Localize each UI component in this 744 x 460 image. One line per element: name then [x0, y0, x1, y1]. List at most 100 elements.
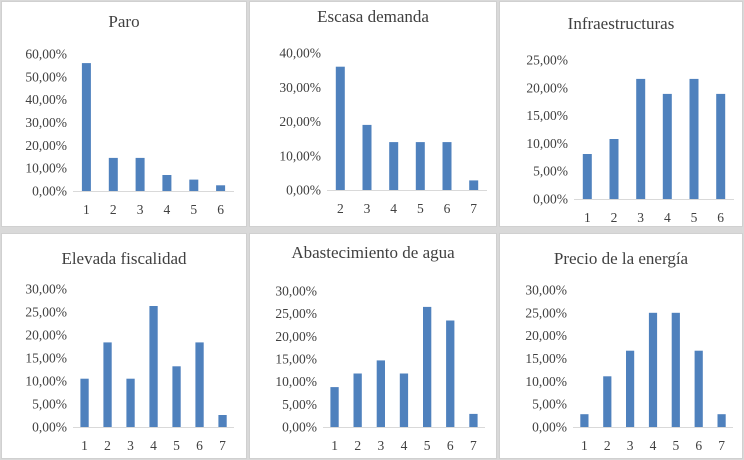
x-tick-label: 7	[470, 438, 477, 453]
y-tick-label: 5,00%	[532, 397, 567, 412]
chart-panel-escasa-demanda: Escasa demanda 0,00% 10,00% 20,00% 30,00% 40…	[249, 1, 497, 227]
bar	[216, 185, 226, 191]
chart-panel-abastecimiento-de-agua: Abastecimiento de agua 0,00% 5,00% 10,00% 1…	[249, 233, 497, 459]
x-tick-label: 3	[364, 201, 371, 216]
y-tick-label: 15,00%	[275, 352, 317, 367]
y-tick-label: 5,00%	[533, 164, 568, 179]
x-tick-label: 3	[627, 438, 634, 453]
bar	[135, 157, 145, 191]
bar	[415, 142, 425, 190]
bar	[389, 142, 399, 190]
x-tick-label: 4	[150, 438, 157, 453]
y-tick-label: 0,00%	[532, 420, 567, 435]
bar	[126, 378, 135, 427]
x-tick-label: 2	[110, 202, 117, 217]
x-tick-label: 6	[717, 210, 724, 225]
x-tick-label: 6	[447, 438, 454, 453]
x-tick-label: 1	[331, 438, 338, 453]
y-tick-label: 20,00%	[279, 114, 321, 129]
bar	[717, 414, 726, 427]
bar	[80, 378, 89, 427]
bar	[469, 180, 479, 190]
bar	[149, 306, 158, 427]
y-tick-label: 10,00%	[25, 374, 67, 389]
bar	[195, 342, 204, 427]
bar	[580, 414, 589, 427]
y-tick-label: 30,00%	[25, 115, 67, 130]
bar	[689, 78, 699, 199]
x-tick-label: 5	[190, 202, 197, 217]
x-tick-label: 1	[584, 210, 591, 225]
x-tick-label: 1	[581, 438, 588, 453]
x-tick-label: 4	[164, 202, 171, 217]
x-tick-label: 5	[424, 438, 431, 453]
y-tick-label: 40,00%	[25, 92, 67, 107]
bar	[626, 350, 635, 427]
bar	[376, 360, 385, 427]
y-tick-label: 30,00%	[279, 80, 321, 95]
x-tick-label: 1	[83, 202, 90, 217]
bar	[353, 373, 362, 427]
chart-panel-precio-de-la-energia: Precio de la energía 0,00% 5,00% 10,00% 15,…	[499, 233, 743, 459]
bar	[108, 157, 118, 191]
x-tick-label: 2	[337, 201, 344, 216]
chart-panel-elevada-fiscalidad: Elevada fiscalidad 0,00% 5,00% 10,00% 15,00…	[1, 233, 247, 459]
x-tick-label: 5	[173, 438, 180, 453]
bar	[399, 373, 409, 427]
y-tick-label: 40,00%	[279, 46, 321, 61]
x-tick-label: 7	[219, 438, 226, 453]
x-tick-label: 5	[691, 210, 698, 225]
y-tick-label: 30,00%	[25, 282, 67, 297]
x-tick-label: 7	[470, 201, 477, 216]
y-tick-label: 15,00%	[25, 351, 67, 366]
bar	[103, 342, 112, 427]
y-tick-label: 5,00%	[282, 397, 317, 412]
y-tick-label: 20,00%	[525, 328, 567, 343]
chart-title: Elevada fiscalidad	[61, 249, 187, 268]
x-tick-label: 3	[137, 202, 144, 217]
y-tick-label: 0,00%	[533, 192, 568, 207]
bar	[81, 63, 91, 191]
bar	[446, 320, 455, 427]
bar	[582, 154, 592, 199]
y-tick-label: 20,00%	[25, 328, 67, 343]
x-tick-label: 2	[354, 438, 361, 453]
chart-title: Escasa demanda	[317, 7, 429, 26]
y-tick-label: 10,00%	[526, 136, 568, 151]
bar-chart-infraestructuras: 0,00% 5,00% 10,00% 15,00% 20,00% 25,00% 1 2 3 4 5 6	[526, 53, 734, 225]
bar-chart-elevada-fiscalidad: 0,00% 5,00% 10,00% 15,00% 20,00% 25,00% 30,00%…	[25, 282, 234, 453]
bar	[671, 312, 680, 427]
y-tick-label: 10,00%	[25, 161, 67, 176]
bar	[172, 366, 181, 427]
x-tick-label: 4	[401, 438, 408, 453]
bar	[648, 312, 658, 427]
bar	[162, 175, 172, 191]
bar-chart-abastecimiento-de-agua: 0,00% 5,00% 10,00% 15,00% 20,00% 25,00% 30,00%…	[275, 284, 485, 453]
y-tick-label: 25,00%	[526, 53, 568, 68]
chart-title: Paro	[108, 12, 140, 31]
x-tick-label: 2	[104, 438, 111, 453]
y-tick-label: 15,00%	[526, 108, 568, 123]
bar	[469, 413, 478, 427]
y-tick-label: 15,00%	[525, 351, 567, 366]
y-tick-label: 5,00%	[32, 397, 67, 412]
y-tick-label: 20,00%	[275, 329, 317, 344]
y-tick-label: 10,00%	[525, 374, 567, 389]
y-tick-label: 0,00%	[282, 420, 317, 435]
chart-panel-infraestructuras: Infraestructuras 0,00% 5,00% 10,00% 15,00% 2…	[499, 1, 743, 227]
x-tick-label: 3	[127, 438, 134, 453]
x-tick-label: 6	[196, 438, 203, 453]
x-tick-label: 6	[217, 202, 224, 217]
y-tick-label: 30,00%	[275, 284, 317, 299]
bar	[335, 66, 345, 190]
y-tick-label: 50,00%	[25, 69, 67, 84]
bar	[716, 93, 726, 199]
y-tick-label: 10,00%	[275, 374, 317, 389]
bar	[603, 376, 612, 427]
y-tick-label: 25,00%	[25, 305, 67, 320]
x-tick-label: 5	[417, 201, 424, 216]
y-tick-label: 25,00%	[275, 306, 317, 321]
bar-chart-precio-de-la-energia: 0,00% 5,00% 10,00% 15,00% 20,00% 25,00% 30,00%…	[525, 283, 733, 453]
x-tick-label: 3	[377, 438, 384, 453]
y-tick-label: 20,00%	[25, 138, 67, 153]
